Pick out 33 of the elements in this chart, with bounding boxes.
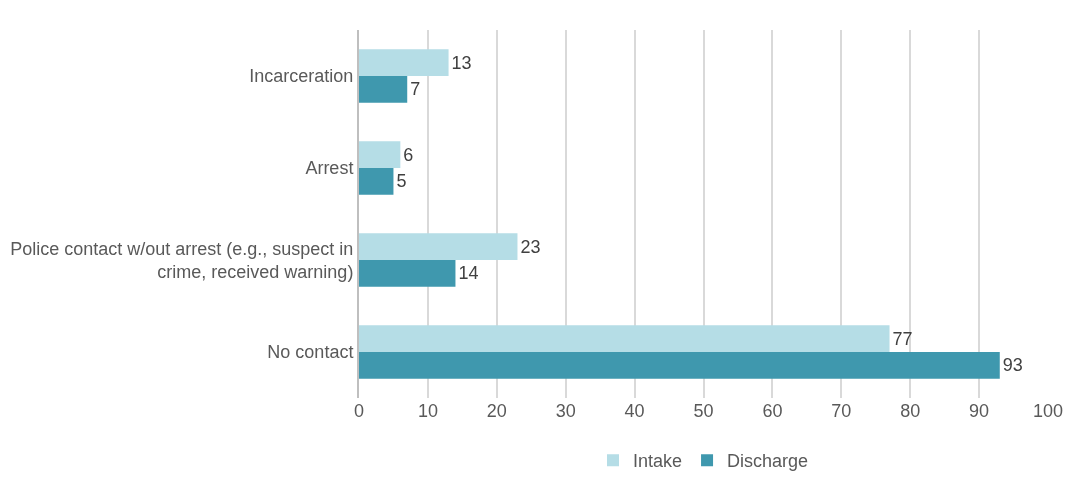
data-label: 23 xyxy=(520,236,541,257)
x-tick-label: 40 xyxy=(624,401,645,421)
y-tick-label: Arrest xyxy=(305,158,354,179)
data-label: 77 xyxy=(892,328,913,349)
data-label: 93 xyxy=(1002,355,1023,376)
data-label: 5 xyxy=(396,171,407,192)
x-tick-label: 70 xyxy=(831,401,852,421)
data-label: 7 xyxy=(410,79,421,100)
x-tick-label: 50 xyxy=(693,401,714,421)
bar xyxy=(359,260,456,287)
bar xyxy=(359,233,518,260)
x-tick-label: 90 xyxy=(969,401,990,421)
legend-label: Intake xyxy=(633,451,683,472)
x-tick-label: 30 xyxy=(555,401,576,421)
x-tick-label: 0 xyxy=(353,401,365,421)
y-tick-label: Incarceration xyxy=(249,66,354,87)
legend-label: Discharge xyxy=(727,451,809,472)
y-tick-label: No contact xyxy=(267,342,354,363)
bar xyxy=(359,325,890,352)
data-label: 6 xyxy=(403,144,414,165)
x-tick-label: 20 xyxy=(486,401,507,421)
y-tick-label: Police contact w/out arrest (e.g., suspect in crime, received warning) xyxy=(10,238,354,282)
bar xyxy=(359,76,408,103)
x-tick-label: 60 xyxy=(762,401,783,421)
x-tick-label: 10 xyxy=(417,401,438,421)
data-label: 13 xyxy=(451,52,472,73)
bar xyxy=(359,49,449,76)
bar xyxy=(359,141,401,168)
bar xyxy=(359,168,394,195)
data-label: 14 xyxy=(458,263,479,284)
x-tick-label: 100 xyxy=(1032,401,1064,421)
bar xyxy=(359,352,1000,379)
x-tick-label: 80 xyxy=(900,401,921,421)
